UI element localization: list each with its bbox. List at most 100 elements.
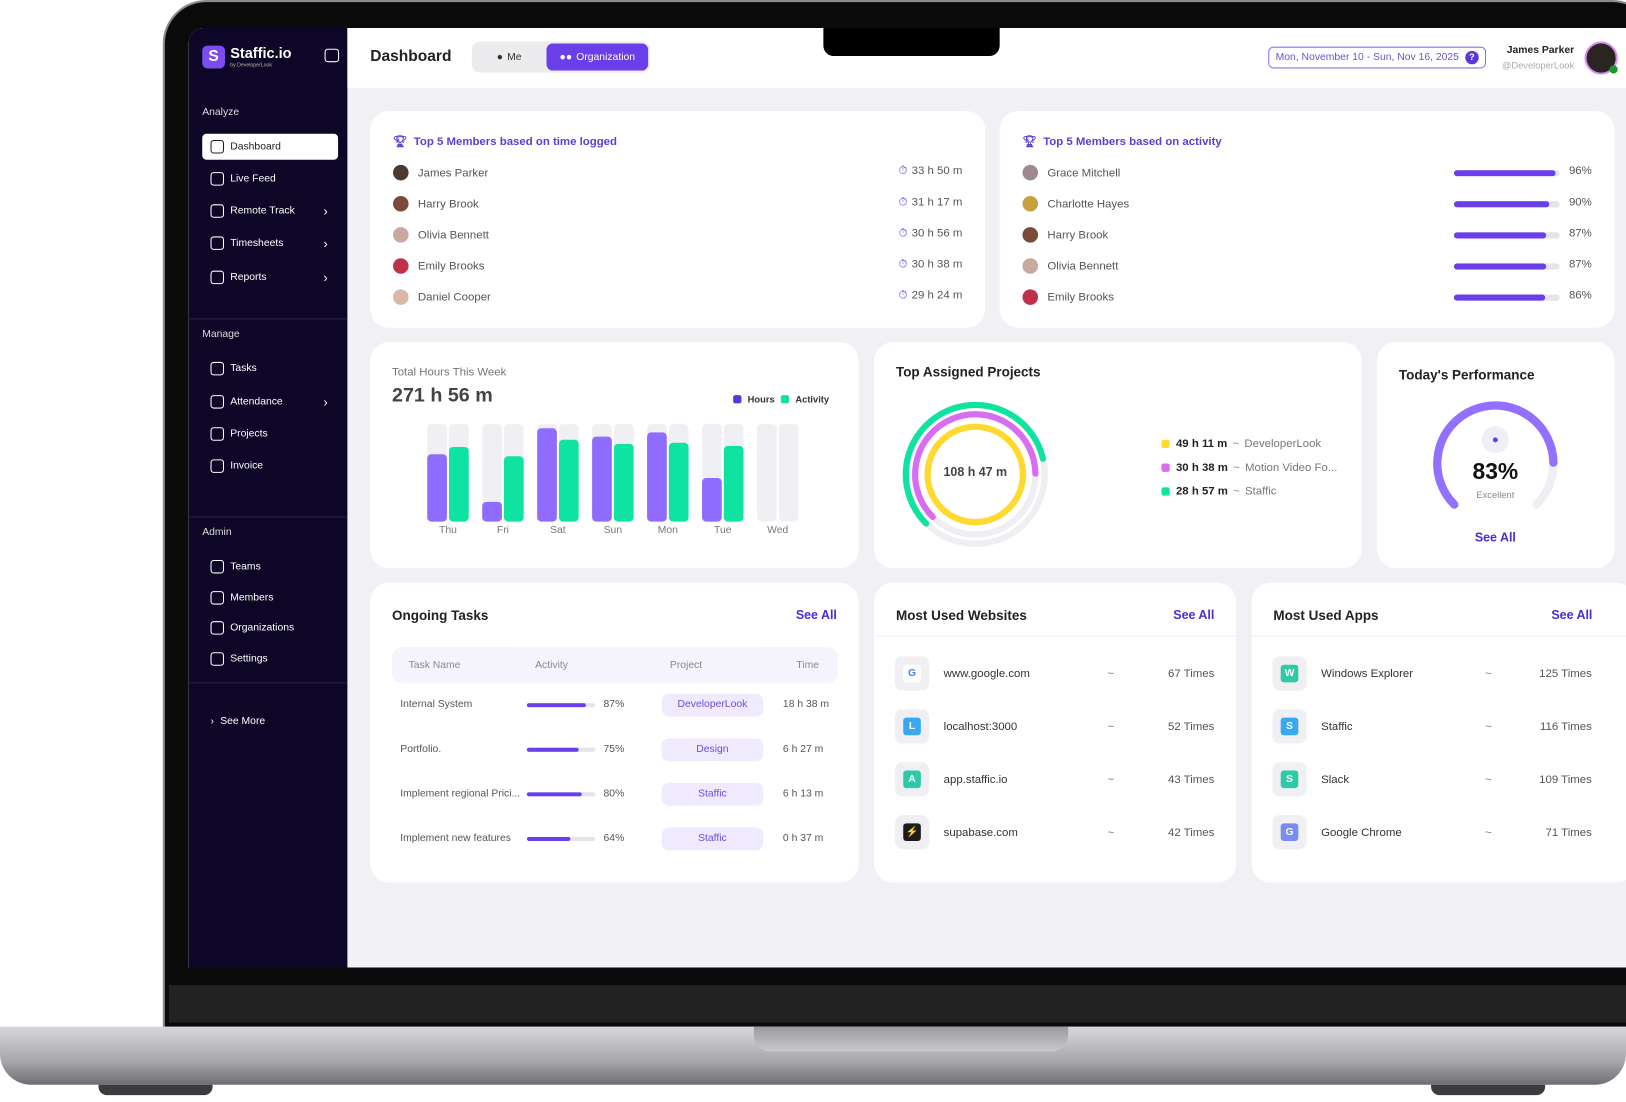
member-row[interactable]: Harry Brook xyxy=(1022,227,1108,243)
apps-item[interactable]: S Staffic ~116 Times xyxy=(1272,709,1592,744)
sidebar-item-remote-track[interactable]: Remote Track › xyxy=(202,198,338,224)
help-icon[interactable]: ? xyxy=(1465,50,1479,65)
project-tag[interactable]: DeveloperLook xyxy=(661,693,764,717)
col-time: Time xyxy=(796,659,820,671)
apps-item[interactable]: S Slack ~109 Times xyxy=(1272,762,1592,797)
logo[interactable]: S Staffic.io by DeveloperLook xyxy=(202,45,292,70)
member-row[interactable]: Charlotte Hayes xyxy=(1022,195,1129,212)
performance-gauge xyxy=(1433,401,1558,509)
appstafficio-icon: A xyxy=(903,770,921,789)
apps-card: Most Used Apps See All W Windows Explorer… xyxy=(1251,582,1626,883)
member-name: Olivia Bennett xyxy=(417,228,489,242)
toggle-organization[interactable]: ●● Organization xyxy=(546,43,649,71)
sidebar-item-invoice[interactable]: Invoice xyxy=(202,453,338,479)
member-row[interactable]: James Parker xyxy=(393,164,488,181)
separator: ~ xyxy=(1233,461,1240,474)
bar-hours-sun[interactable] xyxy=(592,436,612,522)
activity-bar xyxy=(1453,294,1560,301)
ring-arc-motionvideofo[interactable] xyxy=(912,411,1039,521)
project-legend-item[interactable]: 30 h 38 m ~ Motion Video Fo... xyxy=(1161,461,1338,474)
app-screen: S Staffic.io by DeveloperLook Analyze Das… xyxy=(188,27,1626,968)
sidebar-item-teams[interactable]: Teams xyxy=(202,554,338,580)
sidebar-item-reports[interactable]: Reports › xyxy=(202,264,338,290)
websites-name: www.google.com xyxy=(943,667,1030,680)
project-tag[interactable]: Staffic xyxy=(661,782,764,806)
ring-arc-staffic[interactable] xyxy=(902,401,1047,527)
apps-item[interactable]: W Windows Explorer ~125 Times xyxy=(1272,656,1592,691)
tasks-see-all[interactable]: See All xyxy=(795,607,837,623)
member-row[interactable]: Grace Mitchell xyxy=(1022,164,1120,181)
sidebar-item-timesheets[interactable]: Timesheets › xyxy=(202,230,338,256)
table-row[interactable]: Portfolio. 75% Design 6 h 27 m xyxy=(392,738,838,763)
member-row[interactable]: Emily Brooks xyxy=(393,258,484,274)
sidebar-item-organizations[interactable]: Organizations xyxy=(202,615,338,641)
sidebar-item-settings[interactable]: Settings xyxy=(202,646,338,672)
table-row[interactable]: Implement new features 64% Staffic 0 h 3… xyxy=(392,827,838,853)
bar-activity-thu[interactable] xyxy=(449,446,469,522)
see-more-button[interactable]: › See More xyxy=(202,708,338,734)
member-row[interactable]: Daniel Cooper xyxy=(393,289,491,305)
activity-percent: 90% xyxy=(1568,195,1592,209)
staffic-icon: S xyxy=(1280,717,1299,736)
websites-see-all[interactable]: See All xyxy=(1173,607,1215,623)
member-row[interactable]: Emily Brooks xyxy=(1022,289,1114,305)
time-value: 30 h 38 m xyxy=(911,258,963,271)
websites-item[interactable]: ⚡ supabase.com ~42 Times xyxy=(894,815,1214,850)
separator: ~ xyxy=(1484,667,1492,680)
member-row[interactable]: Olivia Bennett xyxy=(1022,258,1118,274)
ring-arc-developerlook[interactable] xyxy=(924,423,1026,525)
user-info[interactable]: James Parker @DeveloperLook xyxy=(1496,45,1574,72)
toggle-me[interactable]: ● Me xyxy=(474,44,545,71)
bar-activity-sat[interactable] xyxy=(558,439,579,522)
separator: ~ xyxy=(1233,485,1240,498)
x-tick-label: Fri xyxy=(496,524,509,537)
apps-title: Most Used Apps xyxy=(1273,607,1379,624)
apps-see-all[interactable]: See All xyxy=(1551,607,1593,623)
user-icon: ● xyxy=(496,51,504,63)
project-legend-item[interactable]: 49 h 11 m ~ DeveloperLook xyxy=(1161,438,1321,450)
settings-icon xyxy=(210,652,224,666)
bar-activity-tue[interactable] xyxy=(723,445,744,522)
sidebar-item-attendance[interactable]: Attendance › xyxy=(202,389,338,415)
member-name: Harry Brook xyxy=(417,197,479,210)
project-tag[interactable]: Staffic xyxy=(661,827,764,851)
project-time: 49 h 11 m xyxy=(1175,437,1228,451)
avatar[interactable] xyxy=(1584,41,1618,75)
avatar xyxy=(393,164,409,181)
bar-hours-tue[interactable] xyxy=(702,477,722,522)
table-row[interactable]: Internal System 87% DeveloperLook 18 h 3… xyxy=(392,693,838,719)
date-range-picker[interactable]: Mon, November 10 - Sun, Nov 16, 2025? xyxy=(1268,46,1487,69)
separator: ~ xyxy=(1107,825,1115,839)
apps-item[interactable]: G Google Chrome ~71 Times xyxy=(1272,815,1592,850)
chart-legend: Hours Activity xyxy=(733,394,829,404)
bar-activity-mon[interactable] xyxy=(668,442,689,522)
bar-hours-thu[interactable] xyxy=(427,454,447,522)
sidebar-item-tasks[interactable]: Tasks xyxy=(202,356,338,382)
bar-hours-sat[interactable] xyxy=(537,428,557,522)
sidebar-item-members[interactable]: Members xyxy=(202,585,338,611)
performance-see-all[interactable]: See All xyxy=(1474,529,1516,545)
bar-hours-fri[interactable] xyxy=(482,502,502,522)
bar-activity-sun[interactable] xyxy=(613,443,634,522)
project-tag[interactable]: Design xyxy=(661,738,764,762)
task-activity-bar xyxy=(526,703,596,708)
bar-activity-fri[interactable] xyxy=(503,456,524,522)
bar-hours-mon[interactable] xyxy=(647,431,667,522)
member-row[interactable]: Olivia Bennett xyxy=(393,227,489,243)
projects-total: 108 h 47 m xyxy=(943,464,1008,480)
sidebar-item-label: Settings xyxy=(230,653,268,665)
collapse-sidebar-icon[interactable] xyxy=(324,48,340,63)
project-time: 30 h 38 m xyxy=(1175,461,1228,474)
member-row[interactable]: Harry Brook xyxy=(393,195,479,212)
table-row[interactable]: Implement regional Prici... 80% Staffic … xyxy=(392,782,838,808)
sidebar-item-projects[interactable]: Projects xyxy=(202,421,338,447)
project-legend-item[interactable]: 28 h 57 m ~ Staffic xyxy=(1161,485,1276,498)
websites-count: 43 Times xyxy=(1168,773,1215,786)
sidebar-item-live-feed[interactable]: Live Feed xyxy=(202,166,338,192)
project-name: Motion Video Fo... xyxy=(1244,461,1338,474)
sidebar-item-dashboard[interactable]: Dashboard xyxy=(202,133,339,160)
projects-icon xyxy=(210,427,224,441)
